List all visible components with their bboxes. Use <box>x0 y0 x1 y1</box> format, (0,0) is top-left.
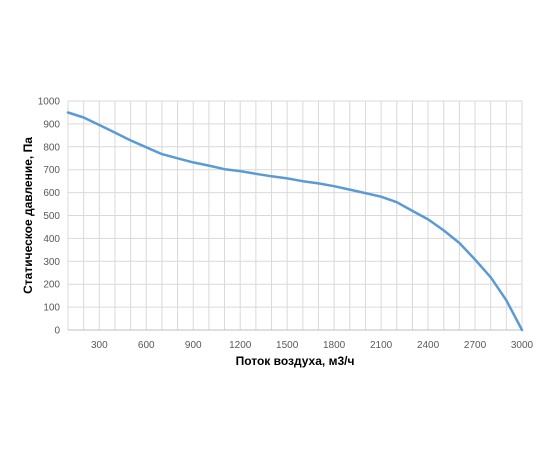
x-tick-label: 2100 <box>370 340 393 351</box>
y-tick-label: 500 <box>43 211 60 222</box>
x-tick-label: 1800 <box>323 340 346 351</box>
x-tick-label: 900 <box>185 340 202 351</box>
grid <box>67 100 523 331</box>
x-tick-label: 2400 <box>417 340 440 351</box>
y-tick-label: 700 <box>43 165 60 176</box>
x-tick-label: 1500 <box>276 340 299 351</box>
y-tick-label: 400 <box>43 234 60 245</box>
y-tick-label: 1000 <box>38 97 61 108</box>
x-tick-label: 1200 <box>229 340 252 351</box>
x-axis-title: Поток воздуха, м3/ч <box>236 354 355 368</box>
x-tick-label: 2700 <box>464 340 487 351</box>
y-tick-label: 900 <box>43 119 60 130</box>
x-tick-label: 600 <box>138 340 155 351</box>
y-tick-label: 100 <box>43 303 60 314</box>
y-tick-labels: 0 100 200 300 400 500 600 700 800 900 1000 <box>38 97 61 337</box>
series-line <box>66 111 524 332</box>
y-tick-label: 300 <box>43 257 60 268</box>
y-tick-label: 800 <box>43 142 60 153</box>
series <box>66 111 524 332</box>
y-axis-title: Статическое давление, Па <box>21 137 35 294</box>
y-tick-label: 600 <box>43 188 60 199</box>
y-tick-label: 200 <box>43 280 60 291</box>
x-tick-label: 3000 <box>511 340 534 351</box>
x-tick-labels: 300 600 900 1200 1500 1800 2100 2400 2700 3000 <box>91 340 534 351</box>
x-tick-label: 300 <box>91 340 108 351</box>
y-tick-label: 0 <box>54 326 60 337</box>
